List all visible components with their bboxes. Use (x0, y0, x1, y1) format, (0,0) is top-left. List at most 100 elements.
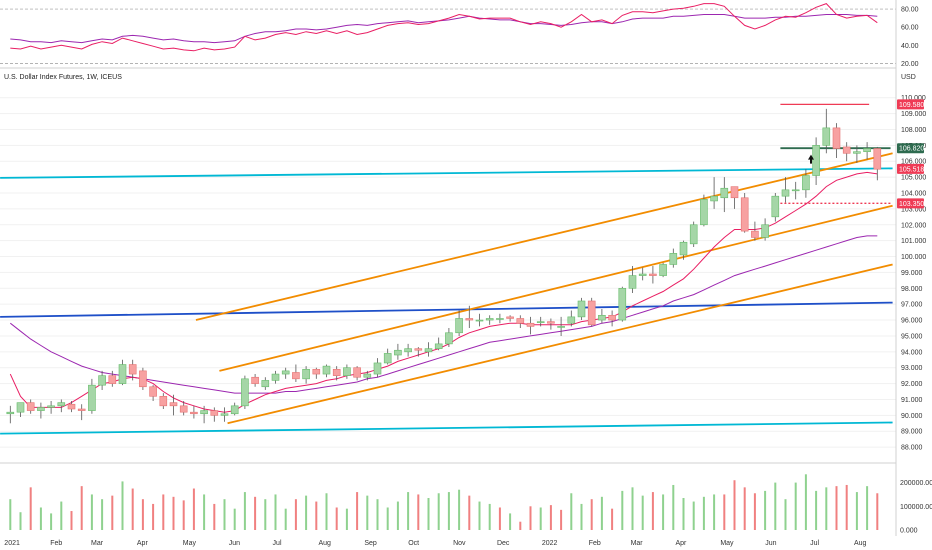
trendline (0, 167, 893, 179)
volume-bar (651, 492, 654, 530)
rsi-tick-label: 20.00 (901, 61, 919, 68)
volume-bar (590, 499, 593, 530)
candle-body (547, 321, 555, 324)
candle-body (812, 145, 820, 176)
price-tick-label: 92.000 (901, 381, 923, 388)
candle-body (649, 273, 657, 276)
price-tick-label: 105.000 (901, 175, 926, 182)
volume-bar (672, 484, 675, 530)
rsi-panel (0, 3, 896, 64)
price-tag-label: 106.820 (899, 146, 924, 153)
candle-body (720, 187, 729, 199)
candle-body (689, 224, 698, 245)
candle-body (434, 343, 443, 349)
candle-body (496, 318, 504, 320)
time-tick-label: 2022 (542, 540, 558, 547)
volume-bar (192, 488, 195, 530)
volume-bar (529, 506, 532, 530)
candle-body (210, 410, 219, 416)
volume-bar (753, 493, 756, 530)
candle-body (455, 318, 463, 334)
price-tick-label: 102.000 (901, 222, 926, 229)
time-tick-label: Apr (675, 540, 687, 547)
candle-body (190, 411, 198, 415)
candle-body (159, 395, 168, 407)
volume-bar (682, 498, 685, 530)
candle-body (730, 186, 739, 199)
candle-body (638, 273, 647, 276)
volume-bar (509, 513, 512, 530)
volume-bar (386, 507, 389, 530)
volume-bar (611, 508, 614, 530)
price-tick-label: 97.000 (901, 302, 923, 309)
volume-bar (60, 501, 63, 530)
time-tick-label: Jul (810, 540, 819, 547)
time-tick-label: Nov (453, 540, 466, 547)
candle-body (577, 300, 586, 318)
trendline (195, 152, 893, 321)
price-tick-label: 100.000 (901, 254, 926, 261)
volume-bar (539, 507, 542, 530)
candle-body (57, 402, 66, 407)
time-tick-label: 2021 (4, 540, 20, 547)
candle-body (271, 373, 280, 381)
candle-body (332, 368, 341, 376)
volume-bar (570, 493, 573, 530)
candle-body (261, 380, 270, 388)
price-tick-label: 99.000 (901, 270, 923, 277)
volume-bar (478, 501, 481, 530)
price-tag (897, 198, 924, 209)
arrow-marker-icon (808, 154, 814, 164)
price-tick-label: 94.000 (901, 349, 923, 356)
candle-body (251, 376, 259, 384)
volume-bar (794, 482, 797, 530)
volume-bar (621, 490, 624, 530)
time-tick-label: May (720, 540, 734, 547)
price-tags: 109.580 106.820 105.518 103.350 (897, 99, 924, 209)
price-tag (897, 163, 924, 174)
volume-axis: 200000.000 100000.000 0.000 (900, 480, 932, 534)
candle-body (404, 348, 412, 353)
volume-bar (774, 482, 777, 530)
candle-body (292, 372, 300, 380)
rsi-tick-label: 60.00 (901, 25, 919, 32)
candle-body (669, 253, 678, 265)
volume-bar (468, 495, 471, 530)
volume-bar (70, 511, 73, 530)
price-tag (897, 99, 924, 110)
volume-bar (111, 495, 114, 530)
volume-bar (233, 508, 236, 530)
volume-bar (243, 492, 246, 530)
candle-body (475, 319, 484, 322)
price-tick-label: 96.000 (901, 318, 923, 325)
price-tick-label: 101.000 (901, 238, 926, 245)
volume-bar (784, 499, 787, 530)
volume-bar (702, 496, 705, 530)
time-tick-label: May (183, 540, 197, 547)
candle-body (781, 189, 790, 197)
rsi-line (10, 3, 878, 52)
candle-body (47, 405, 55, 408)
candle-body (863, 148, 871, 153)
volume-bar (335, 507, 338, 530)
time-tick-label: Oct (408, 540, 419, 547)
volume-bar (815, 490, 818, 530)
candle-body (169, 402, 178, 407)
price-tick-label: 88.000 (901, 445, 923, 452)
volume-bar (804, 474, 807, 530)
trendline (0, 421, 893, 435)
candle-body (853, 151, 861, 154)
trendline (227, 263, 893, 425)
candle-body (363, 373, 372, 378)
time-tick-label: Jul (273, 540, 282, 547)
volume-bar (223, 499, 226, 530)
candle-body (200, 410, 208, 415)
candle-body (88, 384, 96, 411)
price-tag-label: 103.350 (899, 201, 924, 208)
price-tick-label: 98.000 (901, 286, 923, 293)
candle-body (179, 405, 188, 413)
volume-bar (121, 481, 124, 530)
price-tag-label: 109.580 (899, 102, 924, 109)
price-tick-label: 104.000 (901, 191, 926, 198)
volume-panel (9, 474, 879, 530)
